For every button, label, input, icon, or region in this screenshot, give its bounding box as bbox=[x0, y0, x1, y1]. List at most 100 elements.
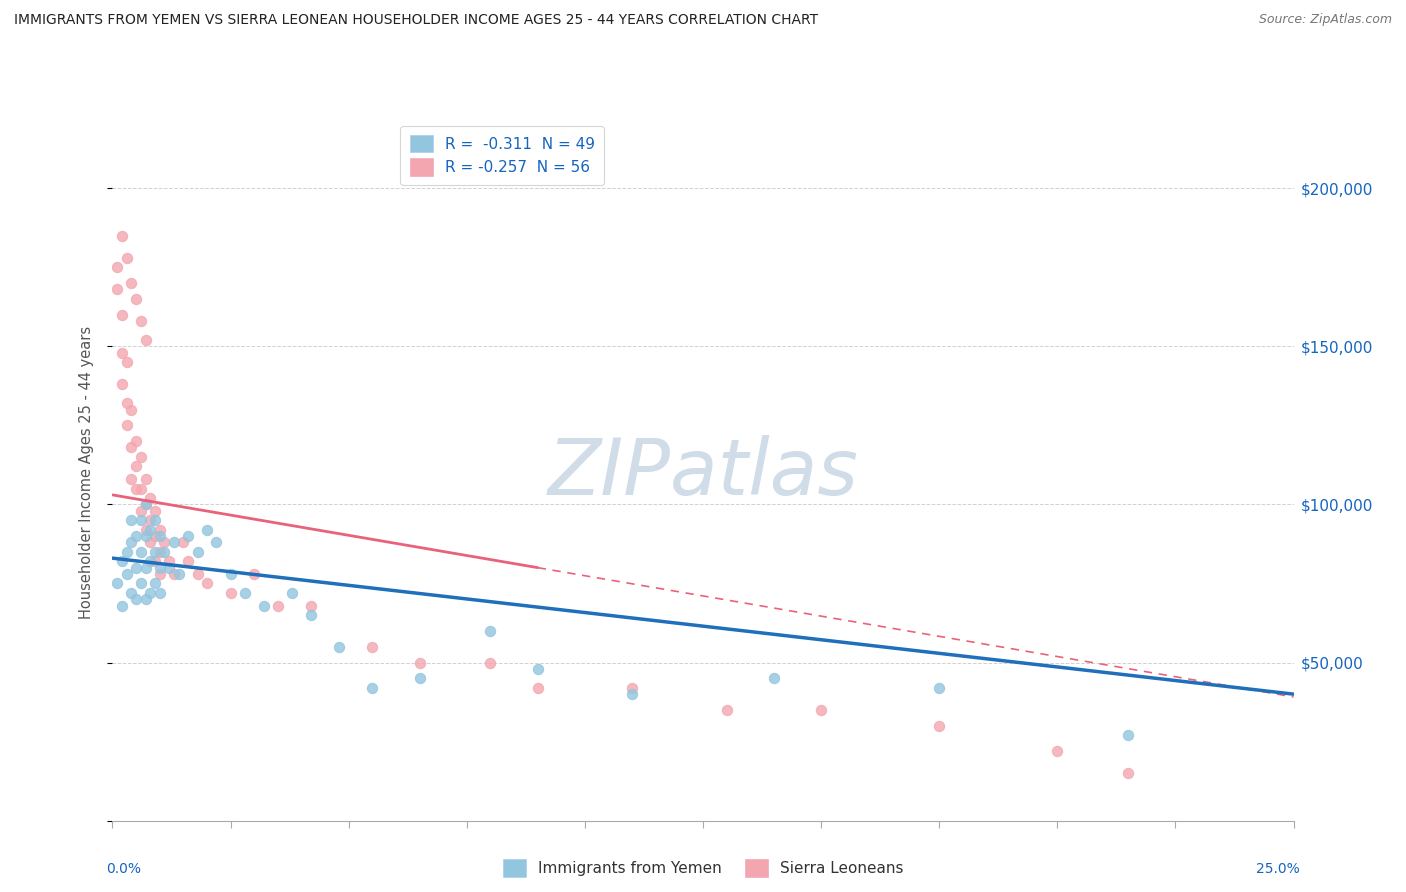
Point bbox=[526, 681, 548, 695]
Point bbox=[621, 681, 644, 695]
Point bbox=[139, 535, 162, 549]
Text: 25.0%: 25.0% bbox=[1256, 863, 1299, 876]
Point bbox=[120, 535, 142, 549]
Point bbox=[186, 566, 208, 581]
Point bbox=[1116, 766, 1139, 780]
Point bbox=[167, 566, 190, 581]
Text: ZIPatlas: ZIPatlas bbox=[547, 434, 859, 511]
Point bbox=[125, 592, 148, 607]
Point bbox=[115, 355, 138, 369]
Point bbox=[129, 576, 152, 591]
Point bbox=[120, 472, 142, 486]
Point bbox=[299, 608, 322, 623]
Point bbox=[139, 491, 162, 505]
Point bbox=[233, 586, 256, 600]
Point bbox=[143, 504, 166, 518]
Point bbox=[1046, 744, 1069, 758]
Point bbox=[115, 251, 138, 265]
Point bbox=[111, 345, 134, 359]
Point bbox=[139, 554, 162, 568]
Point bbox=[139, 523, 162, 537]
Text: IMMIGRANTS FROM YEMEN VS SIERRA LEONEAN HOUSEHOLDER INCOME AGES 25 - 44 YEARS CO: IMMIGRANTS FROM YEMEN VS SIERRA LEONEAN … bbox=[14, 13, 818, 28]
Point bbox=[135, 560, 157, 574]
Point bbox=[125, 529, 148, 543]
Point bbox=[186, 545, 208, 559]
Point bbox=[408, 671, 430, 685]
Point bbox=[361, 681, 384, 695]
Point bbox=[135, 592, 157, 607]
Point bbox=[267, 599, 290, 613]
Point bbox=[143, 554, 166, 568]
Point bbox=[120, 402, 142, 417]
Point bbox=[111, 554, 134, 568]
Point bbox=[253, 599, 276, 613]
Legend: Immigrants from Yemen, Sierra Leoneans: Immigrants from Yemen, Sierra Leoneans bbox=[495, 852, 911, 884]
Point bbox=[143, 576, 166, 591]
Point bbox=[105, 282, 128, 296]
Point bbox=[928, 719, 950, 733]
Point bbox=[125, 459, 148, 474]
Point bbox=[328, 640, 350, 654]
Point bbox=[115, 566, 138, 581]
Point bbox=[1116, 728, 1139, 742]
Point bbox=[125, 560, 148, 574]
Point bbox=[149, 560, 172, 574]
Point bbox=[111, 377, 134, 392]
Point bbox=[135, 529, 157, 543]
Point bbox=[111, 228, 134, 243]
Point bbox=[105, 260, 128, 275]
Point bbox=[120, 441, 142, 455]
Point bbox=[408, 656, 430, 670]
Point bbox=[153, 535, 176, 549]
Point bbox=[149, 586, 172, 600]
Text: Source: ZipAtlas.com: Source: ZipAtlas.com bbox=[1258, 13, 1392, 27]
Point bbox=[810, 703, 832, 717]
Point bbox=[281, 586, 304, 600]
Point bbox=[125, 292, 148, 306]
Point bbox=[115, 418, 138, 433]
Point bbox=[125, 482, 148, 496]
Point bbox=[139, 586, 162, 600]
Point bbox=[149, 545, 172, 559]
Point bbox=[299, 599, 322, 613]
Point bbox=[125, 434, 148, 449]
Point bbox=[361, 640, 384, 654]
Point bbox=[526, 662, 548, 676]
Y-axis label: Householder Income Ages 25 - 44 years: Householder Income Ages 25 - 44 years bbox=[79, 326, 94, 619]
Point bbox=[105, 576, 128, 591]
Point bbox=[479, 624, 502, 638]
Legend: R =  -0.311  N = 49, R = -0.257  N = 56: R = -0.311 N = 49, R = -0.257 N = 56 bbox=[401, 126, 605, 186]
Point bbox=[143, 529, 166, 543]
Point bbox=[163, 566, 186, 581]
Point bbox=[129, 314, 152, 328]
Point bbox=[195, 523, 218, 537]
Point bbox=[153, 545, 176, 559]
Point bbox=[205, 535, 228, 549]
Point bbox=[120, 586, 142, 600]
Point bbox=[135, 472, 157, 486]
Point bbox=[157, 560, 180, 574]
Point bbox=[716, 703, 738, 717]
Point bbox=[129, 450, 152, 464]
Point bbox=[143, 545, 166, 559]
Point bbox=[149, 523, 172, 537]
Point bbox=[129, 513, 152, 527]
Point bbox=[135, 497, 157, 511]
Point bbox=[129, 504, 152, 518]
Point bbox=[120, 276, 142, 290]
Point bbox=[479, 656, 502, 670]
Point bbox=[129, 545, 152, 559]
Point bbox=[135, 523, 157, 537]
Point bbox=[928, 681, 950, 695]
Point bbox=[762, 671, 785, 685]
Point bbox=[115, 396, 138, 410]
Point bbox=[172, 535, 194, 549]
Point bbox=[157, 554, 180, 568]
Point bbox=[149, 566, 172, 581]
Point bbox=[243, 566, 266, 581]
Point bbox=[163, 535, 186, 549]
Point bbox=[149, 529, 172, 543]
Point bbox=[111, 599, 134, 613]
Point bbox=[111, 308, 134, 322]
Point bbox=[195, 576, 218, 591]
